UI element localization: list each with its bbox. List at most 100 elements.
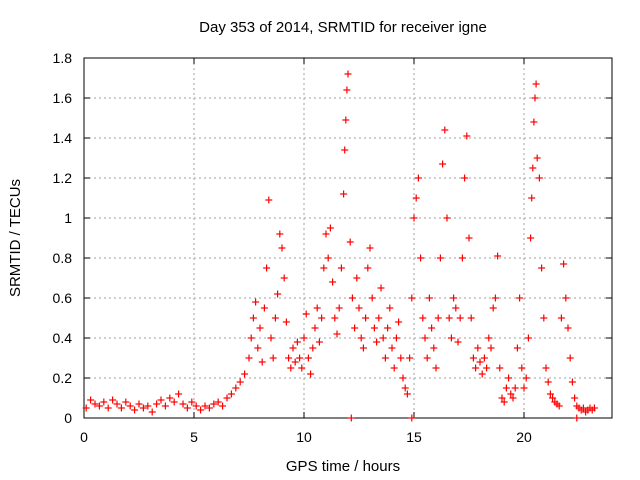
data-point	[223, 394, 231, 402]
data-point	[377, 284, 385, 292]
data-point	[370, 324, 378, 332]
data-point	[452, 304, 460, 312]
data-point	[293, 338, 301, 346]
data-point	[183, 404, 191, 412]
data-point	[197, 406, 205, 414]
data-point	[357, 334, 365, 342]
data-point	[428, 324, 436, 332]
data-point	[287, 364, 295, 372]
data-point	[166, 394, 174, 402]
data-point	[516, 294, 524, 302]
data-point	[388, 344, 396, 352]
data-point	[461, 174, 469, 182]
y-axis-label: SRMTID / TECUs	[7, 179, 24, 297]
data-point	[458, 254, 466, 262]
data-point	[265, 196, 273, 204]
x-tick-label: 20	[516, 429, 532, 445]
data-point	[359, 344, 367, 352]
data-point	[463, 132, 471, 140]
data-point	[245, 354, 253, 362]
data-point	[346, 238, 354, 246]
data-point	[375, 314, 383, 322]
data-point	[298, 364, 306, 372]
data-point	[109, 396, 117, 404]
data-point	[340, 190, 348, 198]
data-point	[274, 290, 282, 298]
y-tick-label: 1.4	[53, 130, 73, 146]
data-point	[331, 314, 339, 322]
data-point	[573, 414, 581, 422]
data-point	[179, 400, 187, 408]
data-point	[414, 174, 422, 182]
data-point	[117, 404, 125, 412]
data-point	[472, 364, 480, 372]
data-point	[487, 344, 495, 352]
data-point	[421, 334, 429, 342]
data-point	[456, 314, 464, 322]
x-tick-label: 10	[296, 429, 312, 445]
data-point	[276, 230, 284, 238]
data-point	[326, 224, 334, 232]
data-point	[307, 370, 315, 378]
data-point	[329, 278, 337, 286]
data-point	[555, 402, 563, 410]
data-point	[579, 404, 587, 412]
data-point	[480, 354, 488, 362]
grid-lines	[84, 58, 612, 418]
data-point	[342, 116, 350, 124]
data-point	[381, 354, 389, 362]
data-point	[417, 254, 425, 262]
data-point	[267, 334, 275, 342]
data-point	[131, 406, 139, 414]
data-point	[408, 294, 416, 302]
data-point	[82, 404, 90, 412]
data-point	[254, 344, 262, 352]
data-point	[397, 354, 405, 362]
data-point	[533, 154, 541, 162]
data-point	[205, 404, 213, 412]
data-point	[489, 304, 497, 312]
data-point	[291, 358, 299, 366]
y-tick-label: 0	[64, 410, 72, 426]
data-point	[269, 354, 277, 362]
data-point	[144, 402, 152, 410]
data-point	[322, 230, 330, 238]
data-point	[157, 396, 165, 404]
data-point	[175, 390, 183, 398]
data-point	[278, 244, 286, 252]
data-point	[282, 318, 290, 326]
data-point	[423, 354, 431, 362]
data-point	[522, 374, 530, 382]
data-point	[532, 80, 540, 88]
y-tick-label: 0.4	[53, 330, 73, 346]
data-point	[333, 330, 341, 338]
data-point	[491, 294, 499, 302]
data-point	[148, 408, 156, 416]
data-point	[430, 344, 438, 352]
data-point	[392, 334, 400, 342]
data-point	[249, 314, 257, 322]
y-tick-label: 1	[64, 210, 72, 226]
data-point	[87, 396, 95, 404]
data-point	[535, 174, 543, 182]
data-point	[432, 364, 440, 372]
data-point	[494, 252, 502, 260]
data-point	[395, 318, 403, 326]
data-point	[285, 354, 293, 362]
data-point	[542, 364, 550, 372]
data-point	[527, 234, 535, 242]
data-point	[447, 334, 455, 342]
data-point	[410, 214, 418, 222]
data-point	[256, 324, 264, 332]
data-point	[419, 314, 427, 322]
data-point	[247, 334, 255, 342]
data-point	[549, 394, 557, 402]
x-tick-label: 5	[190, 429, 198, 445]
data-point	[571, 394, 579, 402]
data-point	[401, 384, 409, 392]
data-point	[113, 400, 121, 408]
data-point	[408, 414, 416, 422]
data-point	[232, 384, 240, 392]
data-point	[412, 194, 420, 202]
data-point	[188, 398, 196, 406]
